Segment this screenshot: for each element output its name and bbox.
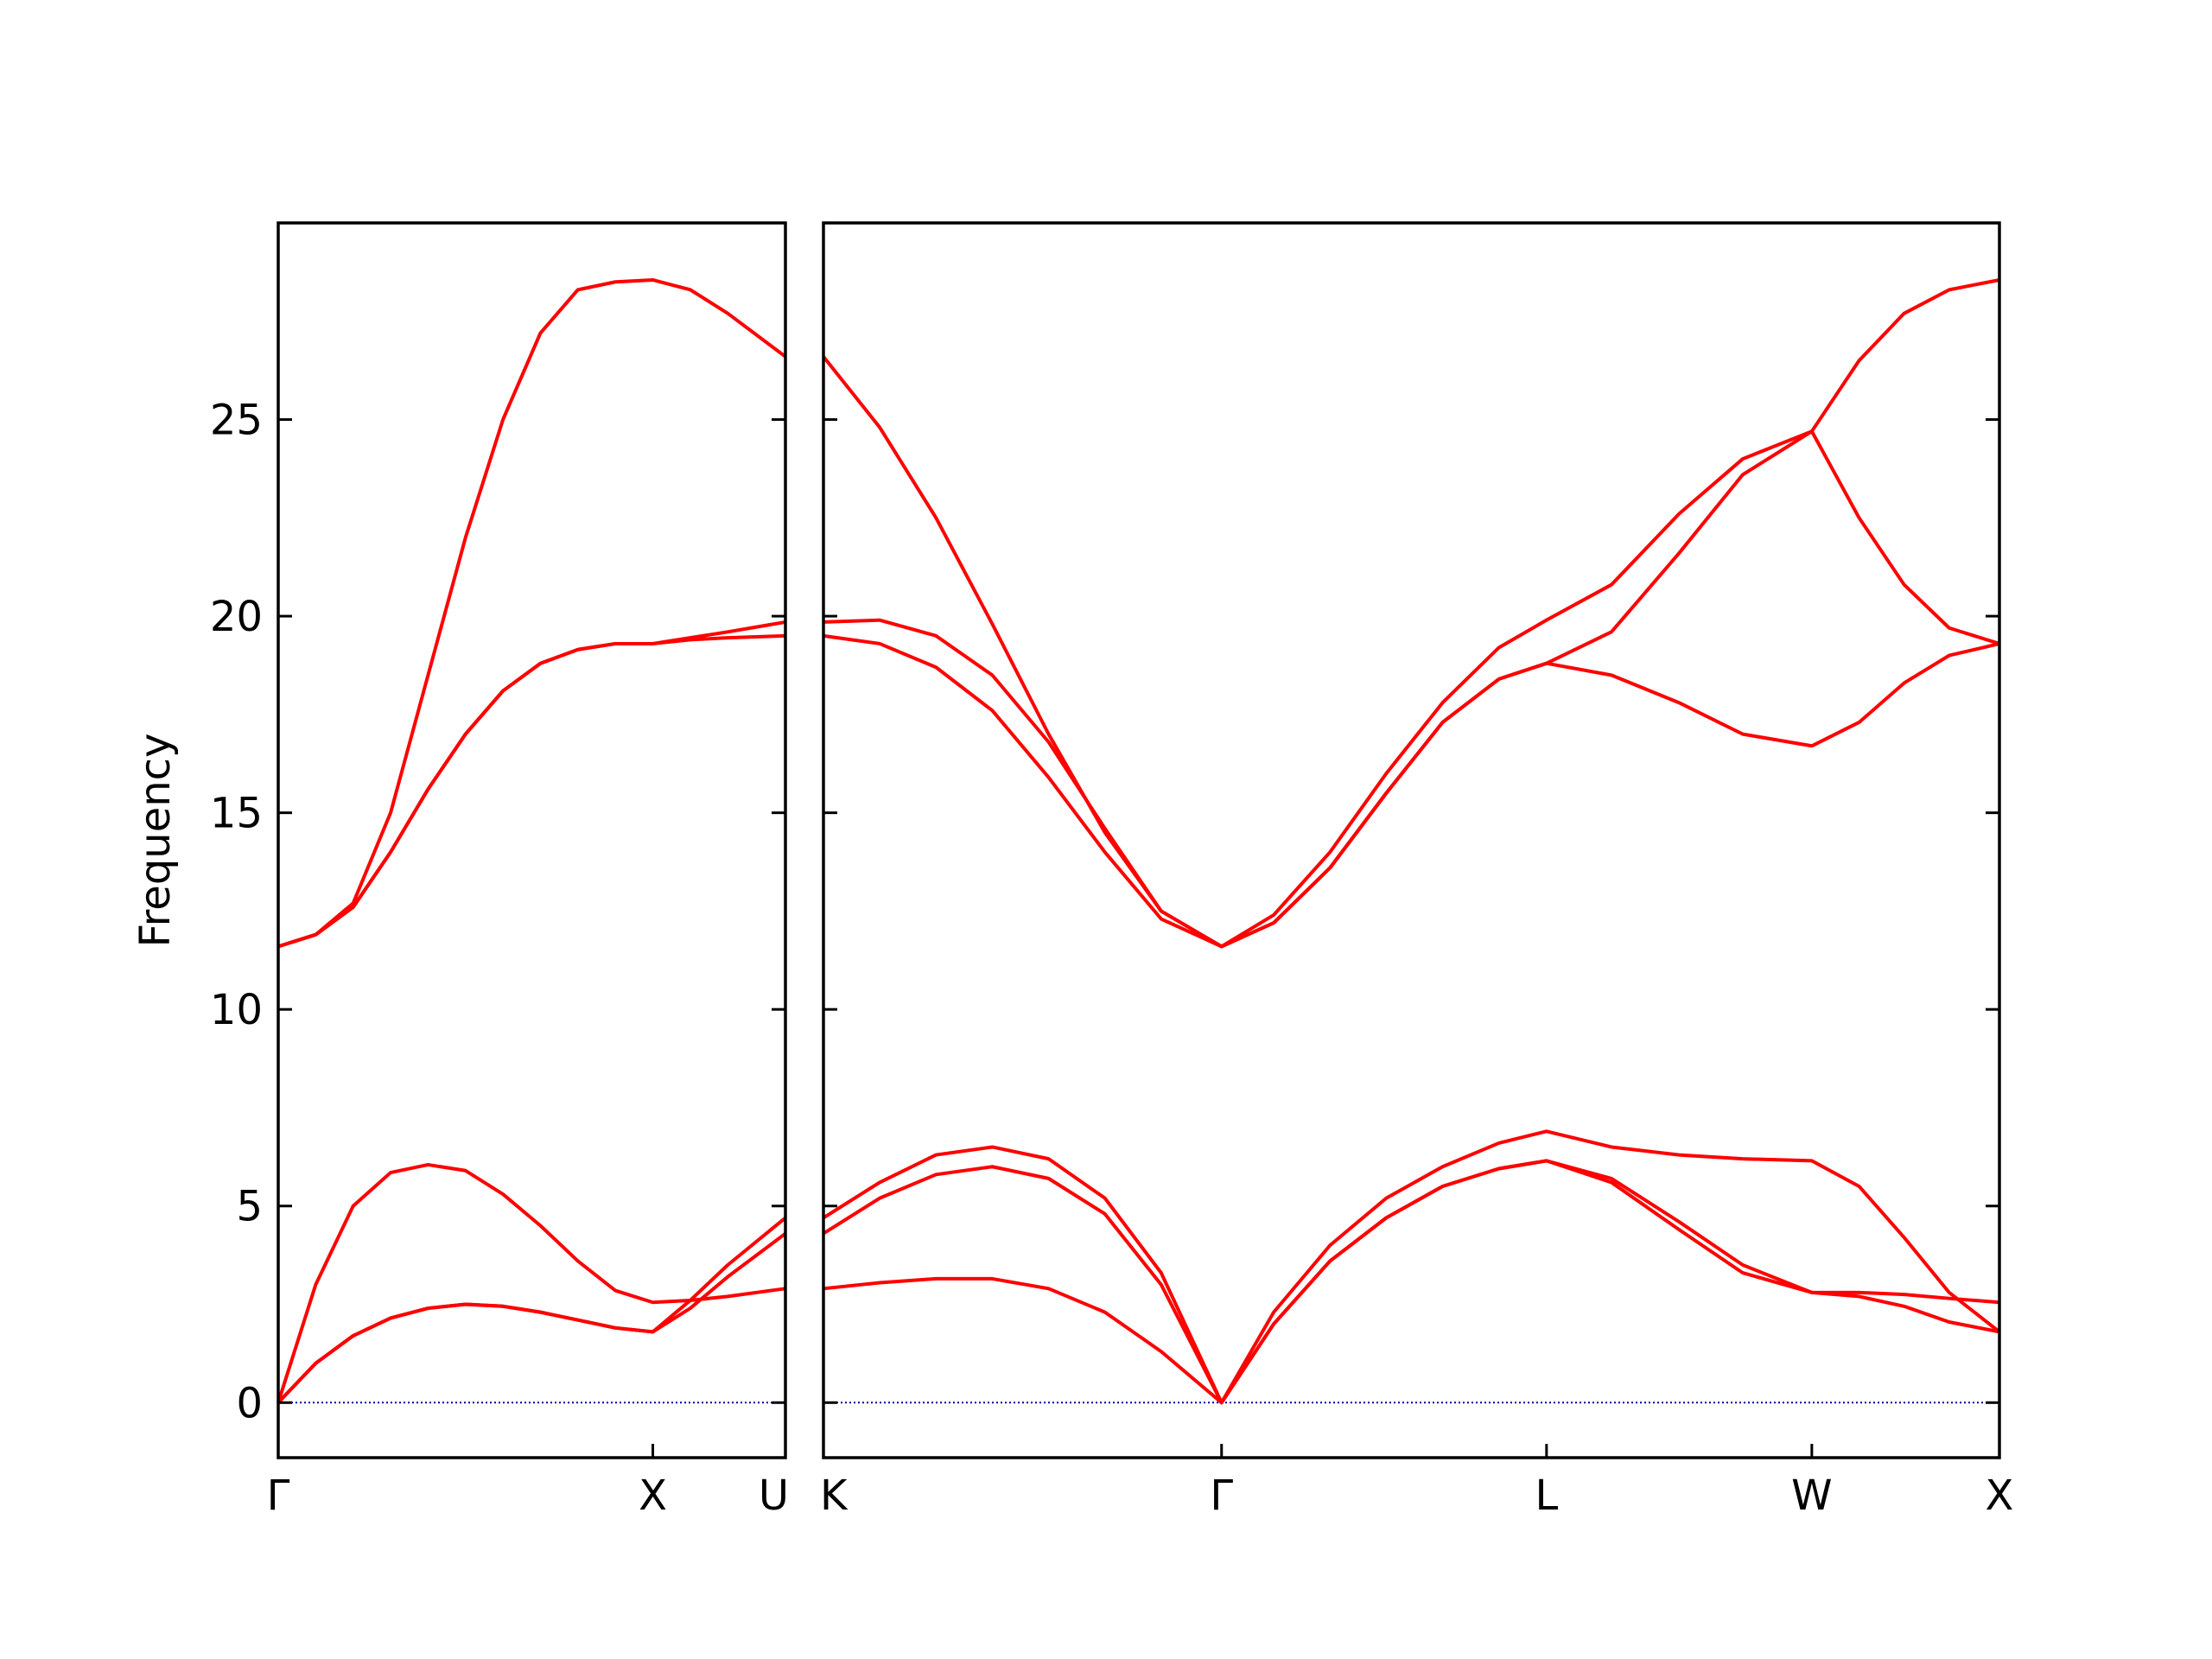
band-line xyxy=(276,1162,786,1403)
y-tick-label: 10 xyxy=(210,986,263,1034)
y-tick-label: 25 xyxy=(210,397,263,445)
x-tick-label: Γ xyxy=(1210,1471,1233,1520)
y-tick-label: 5 xyxy=(236,1183,263,1231)
y-tick-label: 15 xyxy=(210,790,263,838)
y-tick-label: 20 xyxy=(210,593,263,641)
y-axis-label: Frequency xyxy=(131,734,180,948)
band-line xyxy=(277,277,787,949)
x-tick-label: X xyxy=(639,1471,667,1520)
band-line xyxy=(822,278,2000,949)
band-line xyxy=(822,1159,2000,1405)
x-tick-label: K xyxy=(820,1471,849,1520)
band-line xyxy=(276,1231,787,1404)
plot-frame xyxy=(822,221,2001,1459)
band-line xyxy=(276,1216,787,1404)
x-tick-label: W xyxy=(1791,1471,1832,1520)
plot-frame xyxy=(276,221,787,1459)
x-tick-label: L xyxy=(1535,1471,1558,1520)
x-tick-label: Γ xyxy=(267,1471,290,1520)
x-tick-label: X xyxy=(1986,1471,2014,1520)
band-line xyxy=(823,429,2000,949)
x-tick-label: U xyxy=(759,1471,789,1520)
band-line xyxy=(822,1129,2001,1405)
band-line xyxy=(823,1159,2000,1405)
y-tick-label: 0 xyxy=(236,1379,263,1427)
band-line xyxy=(277,620,786,949)
